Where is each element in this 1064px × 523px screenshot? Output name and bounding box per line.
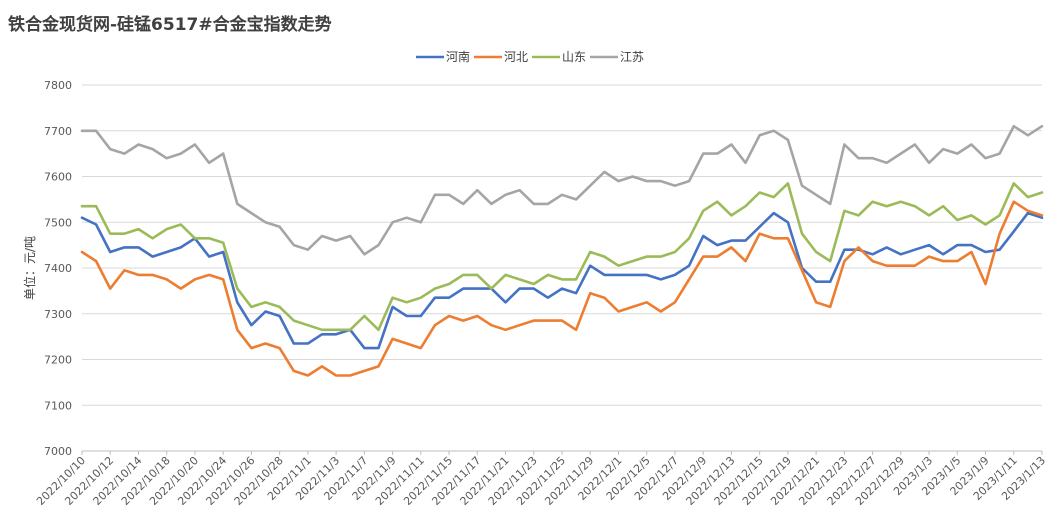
series-line-1 <box>80 200 1044 377</box>
legend-label: 河南 <box>446 49 470 64</box>
legend-label: 江苏 <box>620 50 644 64</box>
y-tick-label: 7700 <box>44 125 72 138</box>
y-axis-label: 单位：元/吨 <box>22 236 37 300</box>
y-tick-label: 7000 <box>44 445 72 458</box>
chart-title: 铁合金现货网-硅锰6517#合金宝指数走势 <box>8 14 332 35</box>
legend-label: 河北 <box>504 50 528 64</box>
series-line-0 <box>80 211 1044 350</box>
gridlines <box>82 84 1042 452</box>
y-tick-label: 7400 <box>44 262 72 275</box>
y-tick-label: 7200 <box>44 354 72 367</box>
series-lines <box>80 124 1044 377</box>
y-tick-label: 7100 <box>44 399 72 412</box>
series-line-2 <box>80 182 1044 332</box>
y-tick-label: 7500 <box>44 216 72 229</box>
y-tick-label: 7800 <box>44 79 72 92</box>
series-line-3 <box>80 124 1044 256</box>
y-tick-label: 7600 <box>44 171 72 184</box>
y-axis-ticks: 7000 7100 7200 7300 7400 7500 7600 7700 7800 <box>44 79 72 458</box>
y-tick-label: 7300 <box>44 308 72 321</box>
legend: 河南 河北 山东 江苏 <box>416 49 644 64</box>
x-axis-ticks: 2022/10/102022/10/122022/10/142022/10/18… <box>34 451 1048 508</box>
legend-label: 山东 <box>562 50 586 64</box>
